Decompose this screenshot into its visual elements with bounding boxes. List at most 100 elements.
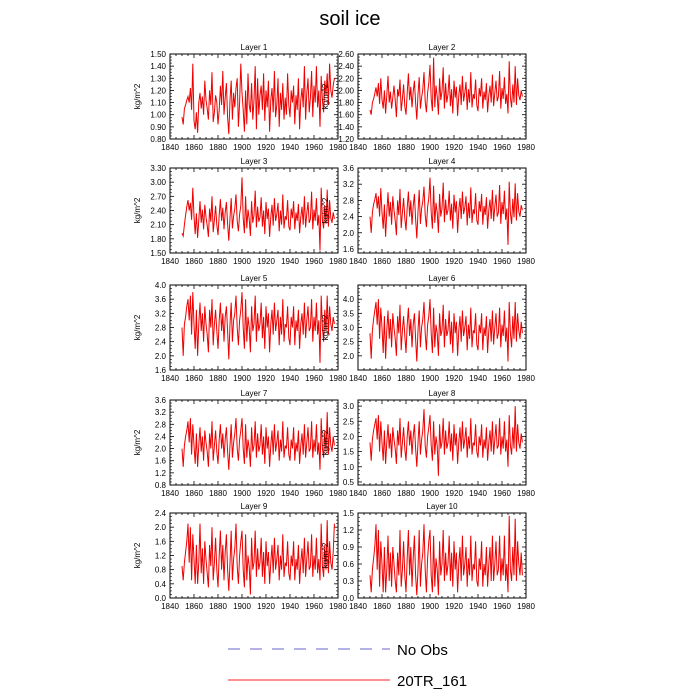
y-tick-label: 0.80 — [150, 135, 166, 144]
y-tick-label: 0.90 — [150, 123, 166, 132]
y-tick-label: 2.0 — [343, 229, 355, 238]
y-tick-label: 1.80 — [338, 99, 354, 108]
x-tick-label: 1940 — [281, 602, 299, 611]
x-tick-label: 1900 — [233, 143, 251, 152]
y-tick-label: 2.4 — [155, 509, 167, 518]
figure-title: soil ice — [319, 8, 381, 30]
y-tick-label: 1.2 — [155, 552, 167, 561]
panel-title: Layer 10 — [426, 502, 458, 511]
x-tick-label: 1940 — [469, 602, 487, 611]
x-tick-label: 1900 — [421, 374, 439, 383]
y-tick-label: 3.2 — [155, 309, 167, 318]
y-tick-label: 2.40 — [150, 207, 166, 216]
y-tick-label: 2.4 — [155, 338, 167, 347]
x-tick-label: 1900 — [421, 143, 439, 152]
panel-layer-5: Layer 5 kg/m^2 1840 1860 1880 1900 1920 1940 196… — [133, 274, 347, 383]
x-tick-label: 1900 — [421, 489, 439, 498]
x-tick-label: 1960 — [493, 489, 511, 498]
x-tick-label: 1880 — [397, 257, 415, 266]
series-line-20tr-161 — [369, 177, 523, 245]
y-tick-label: 2.8 — [155, 420, 167, 429]
x-tick-label: 1980 — [517, 489, 535, 498]
panel-layer-9: Layer 9 kg/m^2 1840 1860 1880 1900 1920 1940 196… — [133, 502, 347, 611]
panel-layer-7: Layer 7 kg/m^2 1840 1860 1880 1900 1920 1940 196… — [133, 389, 347, 498]
y-tick-label: 1.6 — [343, 245, 355, 254]
x-tick-label: 1880 — [209, 602, 227, 611]
x-tick-label: 1860 — [373, 374, 391, 383]
y-tick-label: 2.60 — [338, 50, 354, 59]
series-line-20tr-161 — [181, 292, 335, 363]
x-tick-label: 1840 — [161, 257, 179, 266]
y-tick-label: 2.5 — [343, 417, 355, 426]
y-tick-label: 1.10 — [150, 99, 166, 108]
panel-title: Layer 7 — [241, 389, 268, 398]
y-tick-label: 2.8 — [343, 196, 355, 205]
x-tick-label: 1900 — [233, 257, 251, 266]
y-tick-label: 1.80 — [150, 235, 166, 244]
x-tick-label: 1940 — [281, 257, 299, 266]
series-line-20tr-161 — [369, 299, 523, 362]
y-tick-label: 0.9 — [343, 543, 355, 552]
x-tick-label: 1880 — [209, 143, 227, 152]
series-line-20tr-161 — [369, 515, 523, 596]
x-tick-label: 1960 — [493, 374, 511, 383]
y-axis-label: kg/m^2 — [321, 83, 330, 109]
y-tick-label: 0.8 — [155, 481, 167, 490]
panel-layer-6: Layer 6 kg/m^2 1840 1860 1880 1900 1920 1940 196… — [321, 274, 535, 383]
y-tick-label: 3.0 — [343, 324, 355, 333]
x-tick-label: 1980 — [517, 602, 535, 611]
x-tick-label: 1960 — [493, 143, 511, 152]
y-tick-label: 2.40 — [338, 62, 354, 71]
y-axis-label: kg/m^2 — [133, 83, 142, 109]
x-tick-label: 1900 — [233, 374, 251, 383]
y-tick-label: 4.0 — [343, 295, 355, 304]
x-tick-label: 1880 — [209, 257, 227, 266]
y-axis-label: kg/m^2 — [321, 429, 330, 455]
x-tick-label: 1980 — [329, 257, 347, 266]
x-tick-label: 1880 — [209, 489, 227, 498]
x-tick-label: 1840 — [161, 489, 179, 498]
x-tick-label: 1980 — [517, 257, 535, 266]
y-tick-label: 1.0 — [343, 463, 355, 472]
x-tick-label: 1860 — [185, 602, 203, 611]
panel-title: Layer 1 — [241, 43, 268, 52]
x-tick-label: 1920 — [257, 489, 275, 498]
x-tick-label: 1920 — [257, 602, 275, 611]
y-tick-label: 3.6 — [155, 396, 167, 405]
x-tick-label: 1860 — [185, 374, 203, 383]
x-tick-label: 1920 — [445, 374, 463, 383]
x-tick-label: 1900 — [233, 602, 251, 611]
y-tick-label: 2.4 — [155, 432, 167, 441]
x-tick-label: 1960 — [493, 602, 511, 611]
y-tick-label: 1.6 — [155, 366, 167, 375]
y-tick-label: 3.0 — [343, 402, 355, 411]
y-axis-label: kg/m^2 — [321, 314, 330, 340]
y-tick-label: 1.40 — [150, 62, 166, 71]
x-tick-label: 1840 — [349, 489, 367, 498]
x-tick-label: 1880 — [397, 374, 415, 383]
panel-title: Layer 5 — [241, 274, 268, 283]
x-tick-label: 1900 — [421, 257, 439, 266]
x-tick-label: 1840 — [161, 374, 179, 383]
y-tick-label: 0.8 — [155, 566, 167, 575]
x-tick-label: 1940 — [469, 489, 487, 498]
y-tick-label: 1.2 — [343, 526, 355, 535]
x-tick-label: 1840 — [349, 602, 367, 611]
x-tick-label: 1980 — [329, 374, 347, 383]
x-tick-label: 1860 — [185, 489, 203, 498]
panel-layer-1: Layer 1 kg/m^2 1840 1860 1880 1900 1920 1940 196… — [133, 43, 347, 152]
y-tick-label: 0.3 — [343, 577, 355, 586]
x-tick-label: 1860 — [373, 257, 391, 266]
x-tick-label: 1960 — [305, 602, 323, 611]
x-tick-label: 1900 — [233, 489, 251, 498]
y-tick-label: 1.20 — [338, 135, 354, 144]
panel-layer-2: Layer 2 kg/m^2 1840 1860 1880 1900 1920 1940 196… — [321, 43, 535, 152]
y-tick-label: 3.6 — [343, 164, 355, 173]
x-tick-label: 1960 — [305, 143, 323, 152]
series-line-20tr-161 — [369, 406, 523, 476]
y-tick-label: 1.30 — [150, 74, 166, 83]
panel-title: Layer 9 — [241, 502, 268, 511]
panel-layer-4: Layer 4 kg/m^2 1840 1860 1880 1900 1920 1940 196… — [321, 157, 535, 266]
panel-title: Layer 8 — [429, 389, 456, 398]
